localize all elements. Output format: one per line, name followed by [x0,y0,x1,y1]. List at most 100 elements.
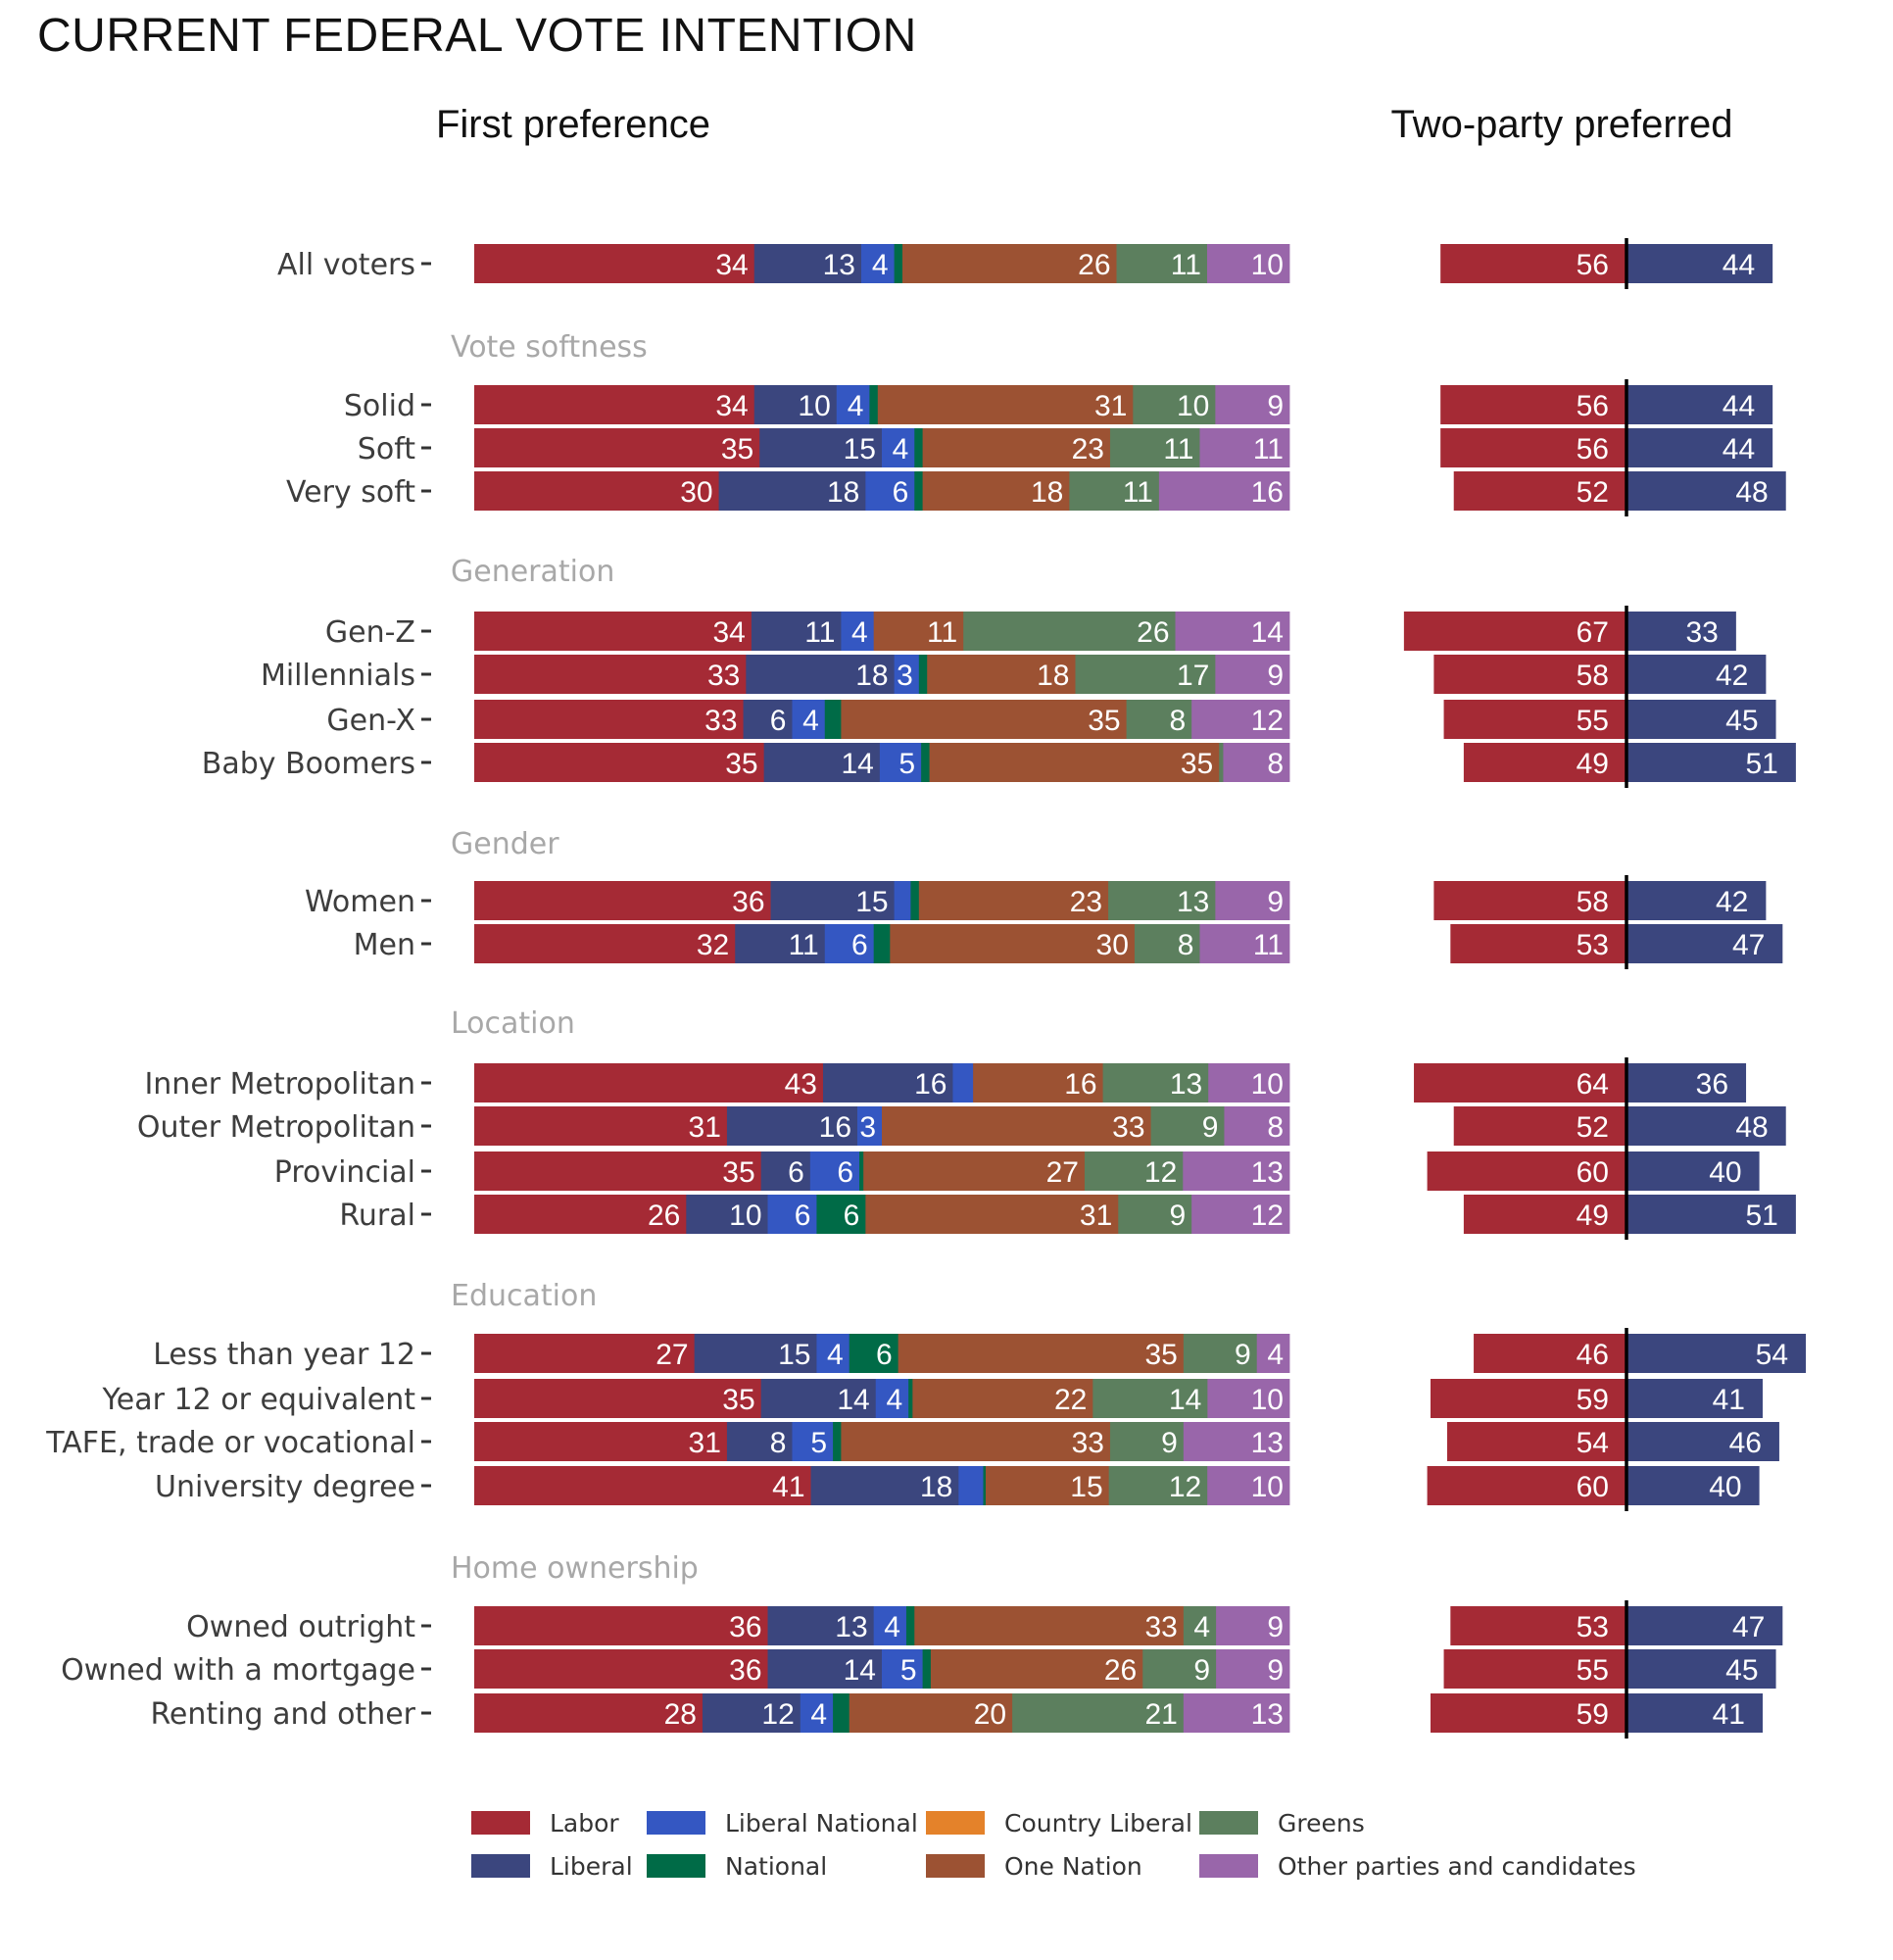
fp-value-label-one-nation: 23 [1072,433,1104,466]
row-label: Inner Metropolitan [144,1067,415,1102]
fp-segment-national [849,1334,899,1373]
fp-segment-liberal [753,244,862,283]
fp-value-label-greens: 10 [1177,390,1209,422]
tpp-value-label-coalition: 45 [1725,705,1758,737]
fp-value-label-liberal-national: 4 [851,616,868,649]
tpp-value-label-coalition: 48 [1735,1111,1768,1144]
fp-segment-greens [1102,1063,1209,1102]
legend-label: One Nation [1004,1852,1142,1881]
panel-title-two-party-preferred: Two-party preferred [1390,103,1732,146]
tpp-value-label-coalition: 40 [1709,1156,1741,1189]
fp-segment-liberal-national [767,1195,817,1234]
legend-item-liberal-national: Liberal National [647,1809,918,1838]
section-label-home-ownership: Home ownership [451,1551,699,1586]
legend-swatch [471,1854,530,1878]
fp-segment-national [894,244,903,283]
fp-segment-other [1206,244,1290,283]
fp-segment-other [1175,612,1290,651]
fp-value-label-greens: 8 [1178,929,1194,961]
fp-segment-greens [1116,244,1208,283]
fp-segment-other [1207,1466,1290,1505]
fp-value-label-labor: 34 [715,390,748,422]
row-baby-boomers: Baby Boomers 35 14 5 35 8 49 51 [202,743,1796,782]
tpp-value-label-labor: 60 [1577,1156,1609,1189]
fp-value-label-liberal-national: 5 [898,748,915,780]
fp-segment-labor [474,1334,696,1373]
fp-segment-national [824,700,842,739]
fp-value-label-greens: 9 [1202,1111,1219,1144]
fp-value-label-liberal-national: 4 [827,1339,844,1371]
fp-value-label-liberal: 18 [855,660,888,692]
legend-item-national: National [647,1852,827,1881]
fp-segment-one-nation [882,1106,1151,1146]
fp-value-label-liberal: 10 [798,390,830,422]
row-label: University degree [155,1470,415,1504]
fp-segment-liberal [767,1649,883,1689]
tpp-value-label-coalition: 42 [1716,660,1748,692]
fp-segment-greens [1183,1334,1258,1373]
fp-segment-liberal [810,1466,959,1505]
fp-value-label-liberal-national: 6 [851,929,868,961]
fp-segment-liberal [751,612,842,651]
fp-segment-greens [1109,1422,1185,1461]
fp-segment-other [1199,924,1290,963]
fp-segment-liberal-national [792,1422,834,1461]
legend-swatch [647,1811,705,1835]
fp-value-label-labor: 36 [729,1654,761,1687]
tpp-bar-coalition [1626,1106,1786,1146]
fp-segment-labor [474,1063,824,1102]
row-solid: Solid 34 10 4 31 10 9 56 44 [344,385,1773,424]
fp-value-label-other: 11 [1253,929,1284,961]
legend-swatch [647,1854,705,1878]
tpp-value-label-coalition: 40 [1709,1471,1741,1503]
row-label: All voters [277,248,415,282]
fp-segment-one-nation [973,1063,1103,1102]
section-label-gender: Gender [451,827,559,861]
fp-value-label-one-nation: 27 [1046,1156,1079,1189]
fp-value-label-other: 13 [1251,1427,1284,1459]
tpp-value-label-labor: 58 [1577,886,1609,918]
fp-value-label-liberal-national: 4 [802,705,819,737]
fp-value-label-one-nation: 33 [1072,1427,1104,1459]
fp-segment-liberal-national [841,612,875,651]
fp-value-label-one-nation: 33 [1144,1611,1177,1643]
tpp-bar-labor [1430,1379,1626,1418]
tpp-value-label-labor: 52 [1577,476,1609,509]
fp-segment-one-nation [985,1466,1110,1505]
fp-segment-liberal [753,385,838,424]
fp-value-label-labor: 31 [689,1111,721,1144]
fp-segment-other [1191,700,1290,739]
fp-value-label-liberal: 11 [789,929,819,961]
fp-segment-greens [1134,924,1200,963]
fp-value-label-labor: 32 [697,929,729,961]
tpp-value-label-coalition: 54 [1756,1339,1788,1371]
tpp-value-label-labor: 58 [1577,660,1609,692]
fp-value-label-other: 4 [1267,1339,1284,1371]
fp-value-label-one-nation: 23 [1070,886,1102,918]
tpp-bar-labor [1446,1422,1626,1461]
legend-label: Other parties and candidates [1278,1852,1636,1881]
fp-value-label-labor: 41 [772,1471,804,1503]
fp-segment-liberal-national [824,924,875,963]
fp-value-label-greens: 21 [1144,1698,1177,1731]
fp-segment-other [1207,1379,1290,1418]
tpp-value-label-coalition: 44 [1723,390,1755,422]
fp-value-label-greens: 17 [1177,660,1209,692]
fp-segment-greens [1219,743,1224,782]
tpp-bar-labor [1433,881,1626,920]
tpp-value-label-coalition: 41 [1713,1698,1745,1731]
fp-value-label-liberal-national: 4 [810,1698,827,1731]
tpp-bar-labor [1450,1606,1626,1645]
fp-value-label-liberal: 10 [729,1200,761,1232]
tpp-bar-coalition [1626,881,1767,920]
fp-segment-one-nation [918,881,1109,920]
tpp-bar-coalition [1626,1195,1796,1234]
row-millennials: Millennials 33 18 3 18 17 9 58 42 [261,655,1767,694]
fp-value-label-one-nation: 31 [1094,390,1127,422]
row-label: Year 12 or equivalent [101,1383,415,1417]
tpp-bar-coalition [1626,700,1776,739]
fp-value-label-greens: 9 [1169,1200,1186,1232]
tpp-value-label-coalition: 44 [1723,249,1755,281]
fp-value-label-labor: 33 [707,660,740,692]
